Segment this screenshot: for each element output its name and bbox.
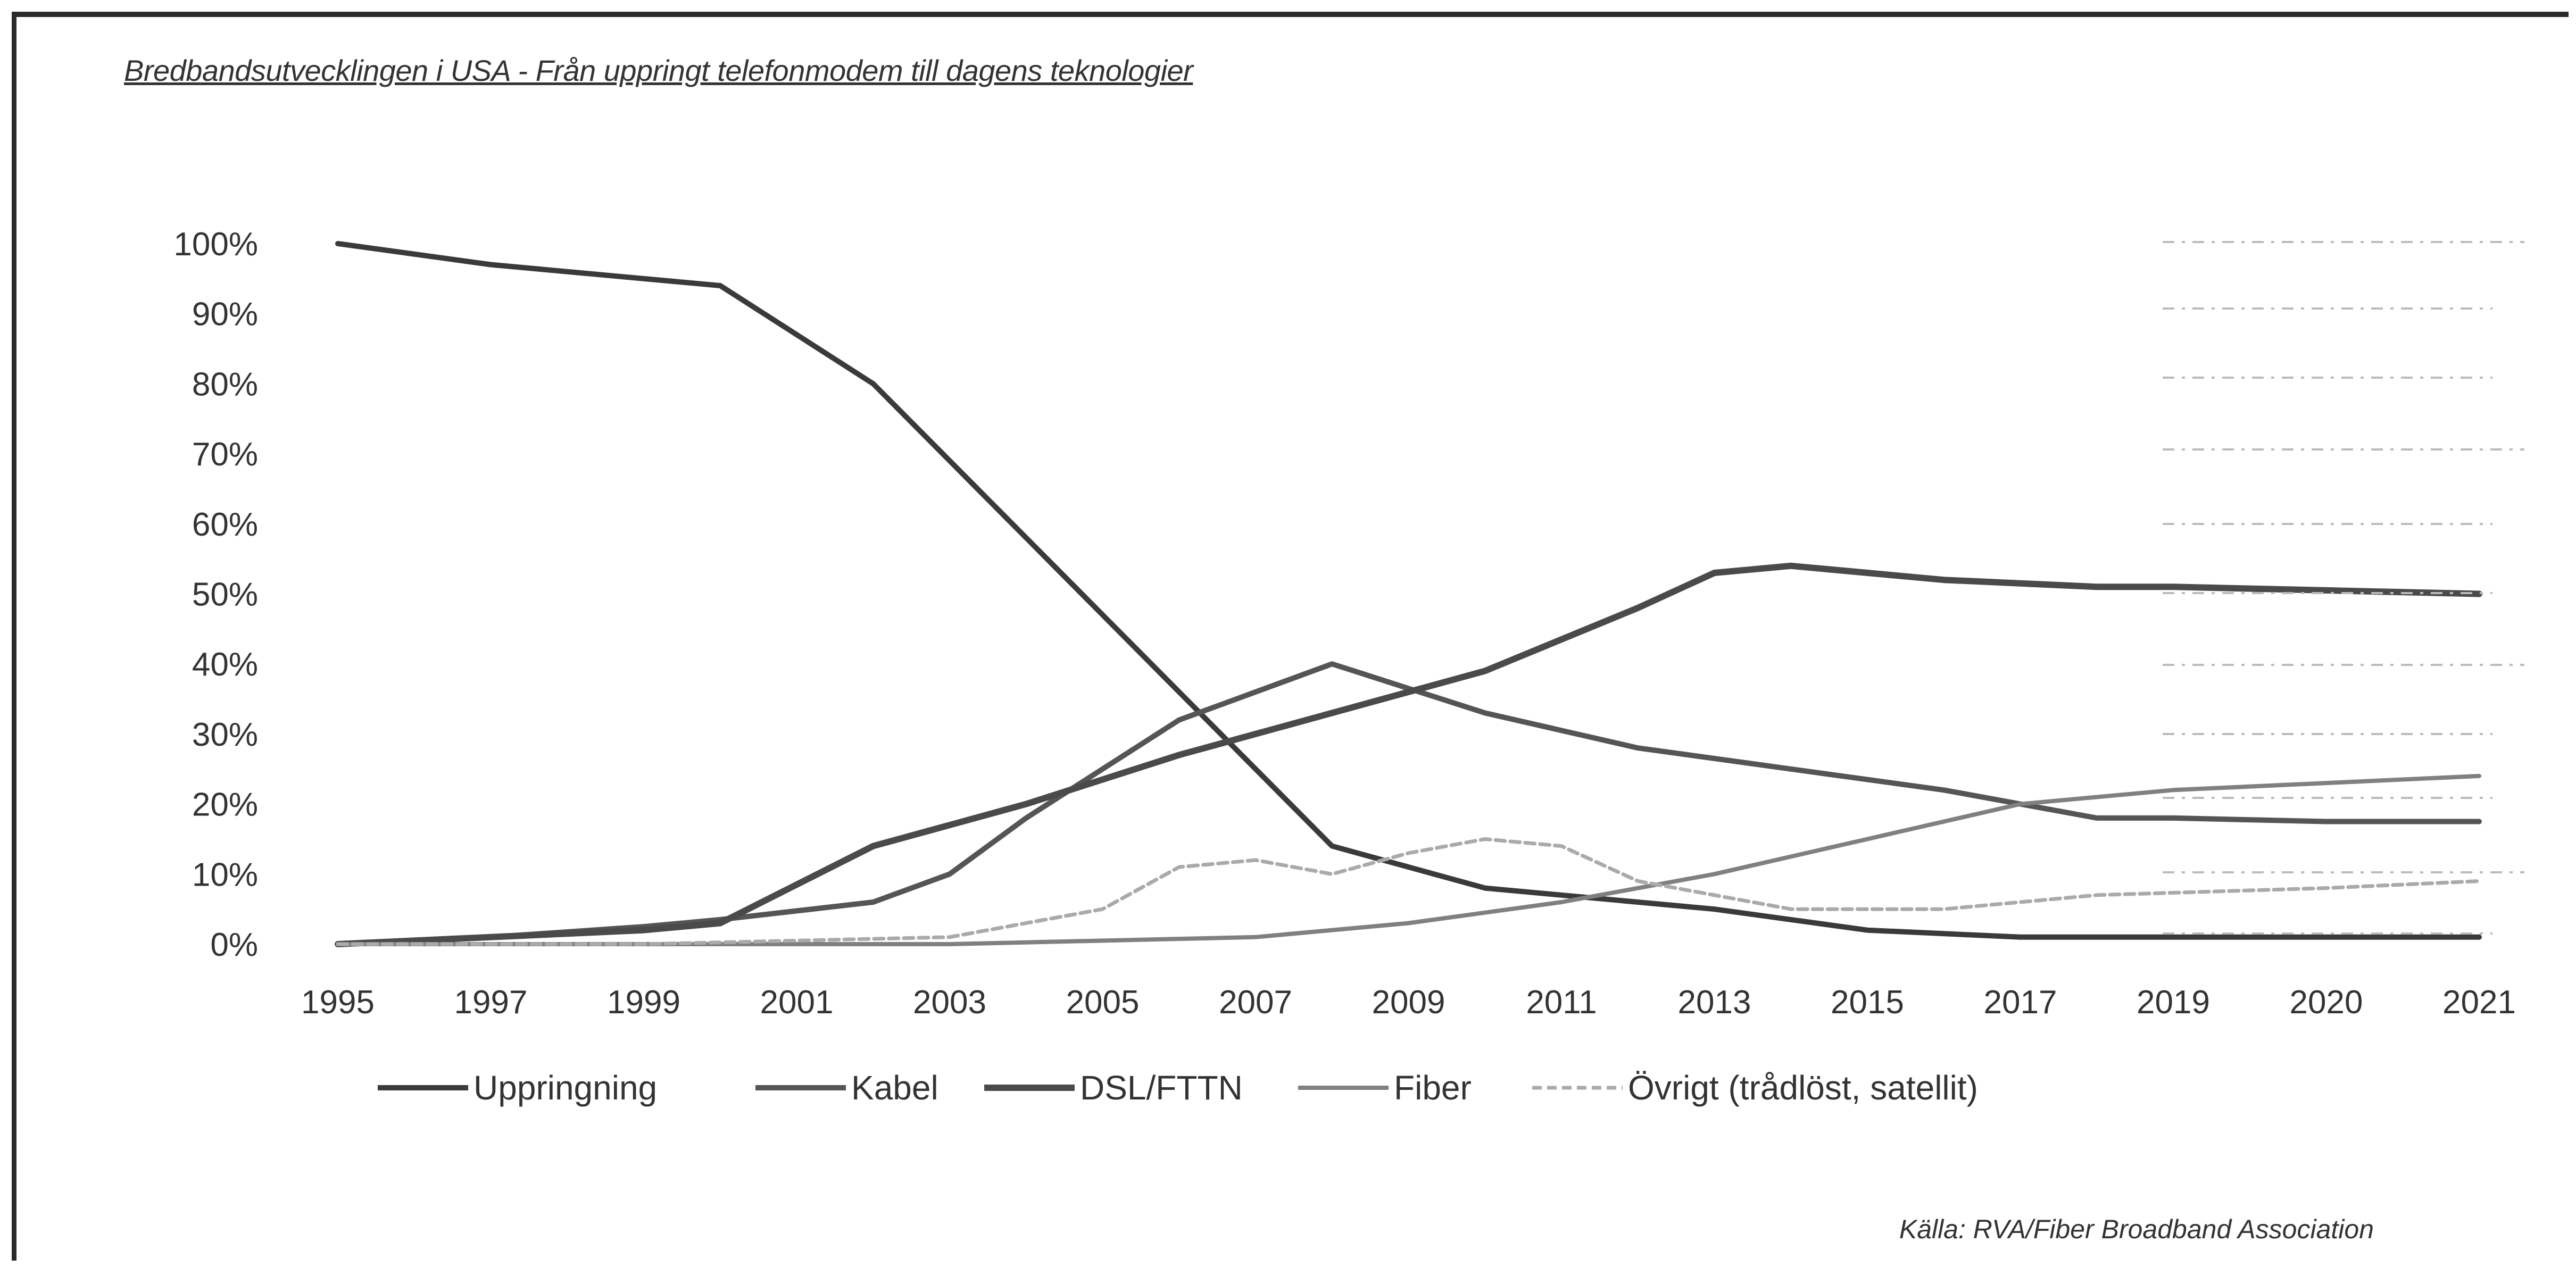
x-tick-label: 1999 bbox=[607, 984, 680, 1021]
x-tick-label: 2019 bbox=[2137, 984, 2210, 1021]
y-axis: 0% 10% 20% 30% 40% 50% 60% 70% 80% 90% 100% bbox=[173, 226, 258, 963]
series-line-1 bbox=[335, 241, 2482, 940]
y-tick-label: 40% bbox=[192, 646, 258, 683]
x-axis: 1995 1997 1999 2001 2003 2005 2007 2009 2011 2013… bbox=[301, 984, 2516, 1021]
x-tick-label: 2009 bbox=[1372, 984, 1445, 1021]
legend: Uppringning Kabel DSL/FTTN Fiber Övrigt (trå… bbox=[378, 1069, 1978, 1107]
y-tick-label: 50% bbox=[192, 577, 258, 613]
x-tick-label: 2003 bbox=[913, 984, 986, 1021]
x-tick-label: 2020 bbox=[2290, 984, 2363, 1021]
x-tick-label: 2013 bbox=[1678, 984, 1751, 1021]
legend-label: Kabel bbox=[851, 1069, 938, 1107]
y-tick-label: 20% bbox=[192, 787, 258, 823]
y-tick-label: 80% bbox=[192, 366, 258, 403]
y-tick-label: 100% bbox=[173, 226, 258, 263]
chart-title: Bredbandsutvecklingen i USA - Från uppri… bbox=[124, 54, 1193, 87]
x-tick-label: 2015 bbox=[1831, 984, 1904, 1021]
series-line-3 bbox=[335, 562, 2482, 947]
x-tick-label: 2005 bbox=[1066, 984, 1140, 1021]
x-tick-label: 1997 bbox=[454, 984, 528, 1021]
y-tick-label: 60% bbox=[192, 506, 258, 543]
x-tick-label: 2021 bbox=[2442, 984, 2516, 1021]
series-layer bbox=[335, 241, 2482, 947]
faint-duplicate-legend bbox=[2163, 241, 2524, 935]
y-tick-label: 10% bbox=[192, 856, 258, 893]
x-tick-label: 1995 bbox=[301, 984, 375, 1021]
x-tick-label: 2001 bbox=[760, 984, 834, 1021]
series-line-4 bbox=[336, 773, 2481, 946]
chart-frame bbox=[12, 12, 2569, 1261]
x-tick-label: 2007 bbox=[1219, 984, 1292, 1021]
legend-label: Fiber bbox=[1394, 1069, 1472, 1107]
legend-label: Uppringning bbox=[473, 1069, 657, 1107]
x-tick-label: 2011 bbox=[1526, 984, 1597, 1021]
y-tick-label: 30% bbox=[192, 716, 258, 753]
series-line-5 bbox=[336, 837, 2481, 946]
y-tick-label: 70% bbox=[192, 436, 258, 473]
y-tick-label: 0% bbox=[210, 927, 258, 963]
source-note: Källa: RVA/Fiber Broadband Association bbox=[1899, 1214, 2374, 1244]
legend-label: DSL/FTTN bbox=[1080, 1069, 1243, 1107]
y-tick-label: 90% bbox=[192, 296, 258, 333]
x-tick-label: 2017 bbox=[1984, 984, 2057, 1021]
legend-label: Övrigt (trådlöst, satellit) bbox=[1628, 1069, 1978, 1107]
series-line-2 bbox=[335, 661, 2482, 947]
